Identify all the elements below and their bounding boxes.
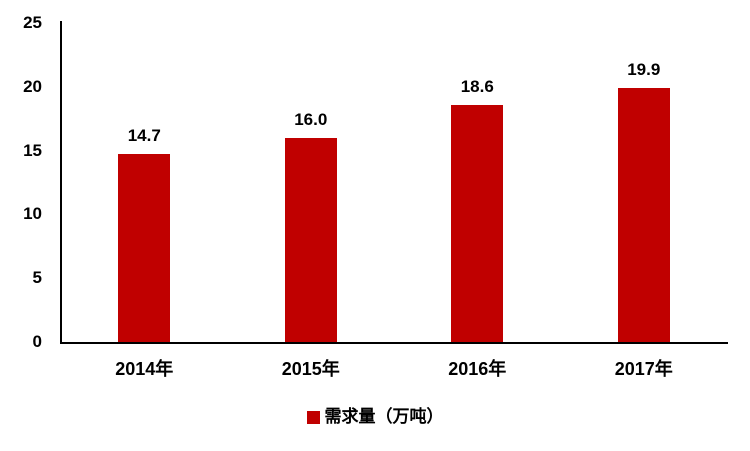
y-tick-label: 5	[32, 268, 42, 288]
x-category-label: 2014年	[115, 359, 174, 379]
x-axis-line	[60, 342, 728, 344]
bar	[617, 88, 670, 342]
bar	[284, 137, 337, 342]
bar-value-label: 18.6	[460, 76, 494, 96]
bar-value-label: 16.0	[294, 109, 328, 129]
y-tick-label: 0	[32, 332, 42, 351]
bar-value-label: 19.9	[627, 60, 661, 80]
bar	[451, 104, 504, 342]
x-category-label: 2016年	[448, 359, 507, 379]
y-tick-label: 20	[23, 76, 42, 96]
x-category-label: 2015年	[281, 359, 340, 379]
y-tick-label: 10	[23, 204, 42, 224]
bar	[118, 154, 171, 342]
legend-series-label: 需求量（万吨）	[324, 407, 444, 426]
y-axis-line	[60, 21, 62, 343]
bar-value-label: 14.7	[127, 126, 161, 146]
x-category-label: 2017年	[614, 359, 673, 379]
legend: 需求量（万吨）	[0, 407, 750, 427]
y-tick-label: 25	[23, 13, 42, 32]
legend-swatch-icon	[306, 410, 320, 424]
y-tick-label: 15	[23, 140, 42, 160]
